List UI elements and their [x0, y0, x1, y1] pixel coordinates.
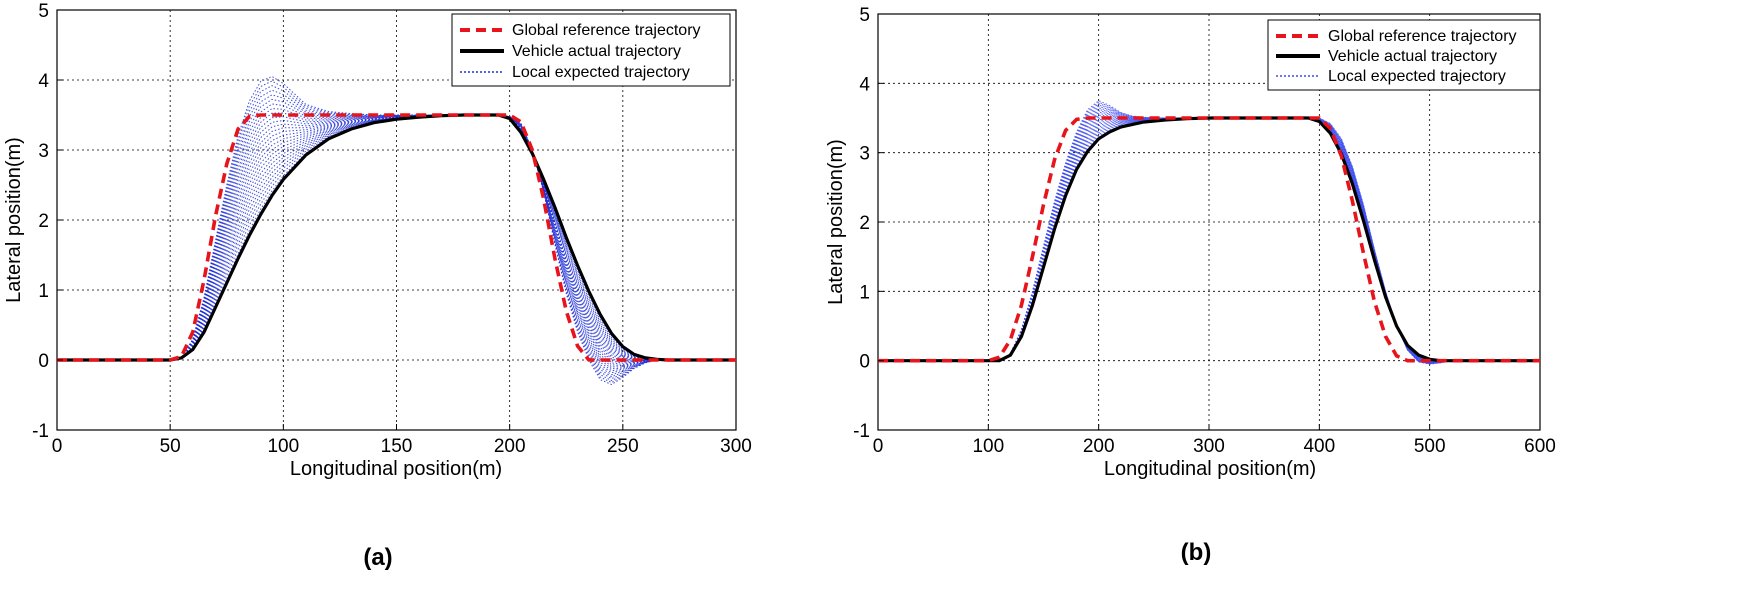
series-group-a [57, 75, 736, 386]
caption-a: (a) [363, 544, 392, 571]
x-tick-label: 200 [494, 436, 526, 457]
local-expected-line [57, 94, 736, 378]
x-tick-label: 250 [607, 436, 639, 457]
y-tick-label: 5 [859, 5, 870, 26]
y-tick-label: 4 [859, 74, 870, 95]
legend-label-local-b: Local expected trajectory [1328, 68, 1506, 85]
y-tick-label: 0 [38, 351, 49, 372]
x-tick-label: 300 [1193, 436, 1225, 457]
legend-a: Global reference trajectory Vehicle actu… [451, 13, 731, 87]
x-tick-label: 500 [1414, 436, 1446, 457]
legend-box-b [1267, 19, 1541, 91]
x-tick-label: 150 [381, 436, 413, 457]
legend-label-local-a: Local expected trajectory [512, 64, 690, 81]
local-expected-line [57, 114, 736, 361]
y-tick-label: 1 [859, 282, 870, 303]
y-tick-label: 0 [859, 352, 870, 373]
caption-b: (b) [1181, 539, 1212, 566]
x-tick-label: 600 [1524, 436, 1556, 457]
y-tick-label: -1 [32, 421, 49, 442]
x-axis-label-a: Longitudinal position(m) [290, 458, 502, 480]
x-tick-label: 100 [972, 436, 1004, 457]
local-expected-line [57, 114, 736, 361]
legend-label-actual-a: Vehicle actual trajectory [512, 43, 681, 60]
x-tick-label: 0 [52, 436, 63, 457]
y-tick-label: 5 [38, 1, 49, 22]
x-axis-label-b: Longitudinal position(m) [1104, 458, 1316, 480]
x-tick-label: 100 [267, 436, 299, 457]
y-axis-label-b: Lateral position(m) [825, 139, 847, 305]
local-expected-line [57, 89, 736, 380]
x-tick-label: 300 [720, 436, 752, 457]
y-tick-label: 1 [38, 281, 49, 302]
legend-label-global-b: Global reference trajectory [1328, 28, 1517, 45]
x-tick-label: 50 [160, 436, 181, 457]
y-tick-label: 3 [859, 144, 870, 165]
y-tick-label: 2 [38, 211, 49, 232]
local-expected-line [57, 112, 736, 370]
local-expected-line [57, 114, 736, 361]
y-tick-label: 2 [859, 213, 870, 234]
y-axis-label-a: Lateral position(m) [3, 137, 25, 303]
series-group-b [878, 100, 1540, 365]
series-global-reference [878, 116, 1540, 363]
y-tick-label: -1 [853, 421, 870, 442]
legend-label-global-a: Global reference trajectory [512, 22, 701, 39]
x-tick-label: 400 [1303, 436, 1335, 457]
y-tick-label: 3 [38, 141, 49, 162]
x-tick-label: 200 [1083, 436, 1115, 457]
y-tick-label: 4 [38, 71, 49, 92]
legend-label-actual-b: Vehicle actual trajectory [1328, 48, 1497, 65]
legend-b: Global reference trajectory Vehicle actu… [1267, 19, 1541, 91]
local-expected-line [57, 114, 736, 361]
local-expected-line [57, 114, 736, 361]
x-tick-label: 0 [873, 436, 884, 457]
local-expected-line [57, 114, 736, 367]
series-global-reference [57, 113, 736, 362]
